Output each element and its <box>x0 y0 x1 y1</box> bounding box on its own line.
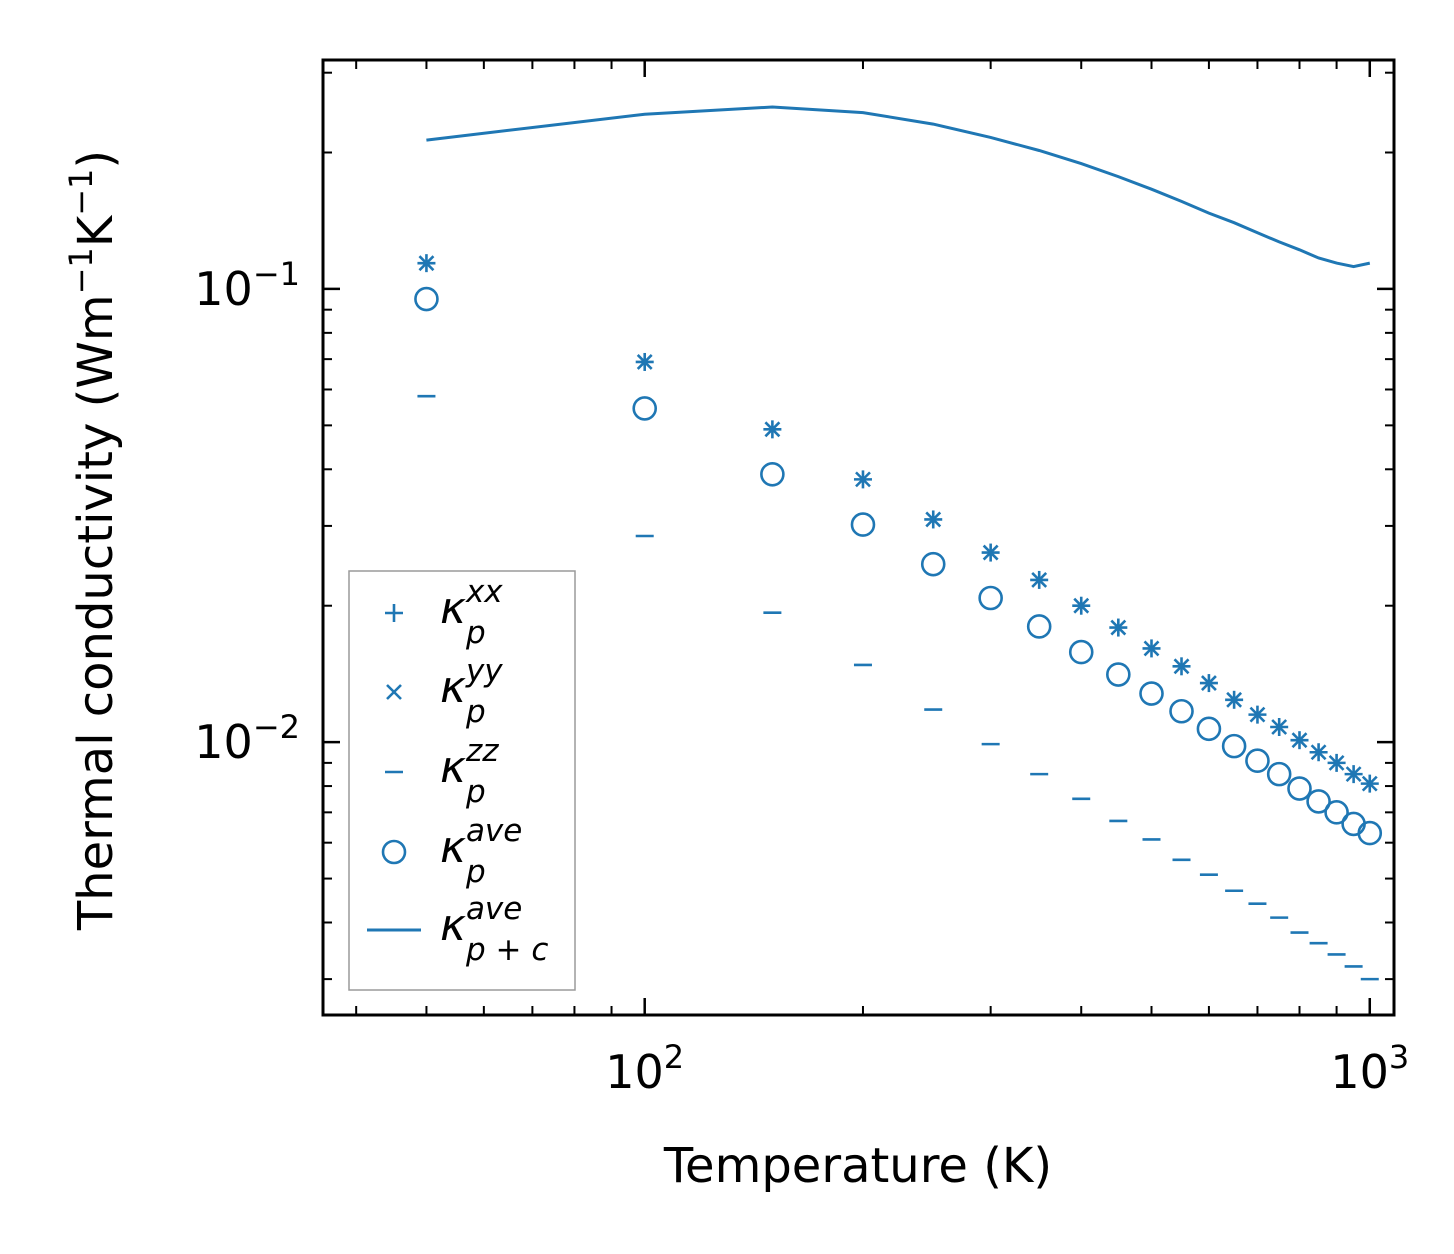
legend-marker-plus <box>385 604 403 622</box>
data-point-yy-350 <box>1031 572 1048 588</box>
data-point-yy-750 <box>1271 719 1288 735</box>
data-point-ave-650 <box>1221 733 1247 759</box>
legend-entry-ave: κave p + c <box>367 891 548 968</box>
data-point-yy-150 <box>764 421 781 438</box>
data-point-ave-400 <box>1068 639 1094 665</box>
data-point-ave-950 <box>1341 811 1366 837</box>
data-point-yy-500 <box>1143 640 1160 657</box>
data-point-ave-450 <box>1106 662 1131 687</box>
legend-marker-x <box>386 684 402 700</box>
series-ave <box>426 105 1371 269</box>
series-line-ave <box>426 105 1371 269</box>
plot-frame <box>321 58 1396 1017</box>
data-point-ave-250 <box>920 551 946 577</box>
data-point-yy-900 <box>1328 754 1345 771</box>
data-point-ave-200 <box>850 512 876 537</box>
legend-label: κave p + c <box>440 891 548 968</box>
series-zz <box>417 394 1379 981</box>
data-point-yy-200 <box>855 471 871 488</box>
series-yy <box>418 255 1378 792</box>
data-point-ave-500 <box>1139 681 1164 706</box>
legend-label: κave p <box>440 813 522 890</box>
data-point-yy-300 <box>982 544 999 561</box>
data-point-ave-100 <box>632 396 658 421</box>
x-tick-label: 103 <box>1330 1038 1409 1099</box>
series-ave <box>414 286 1383 846</box>
data-point-ave-900 <box>1324 800 1349 825</box>
data-point-yy-850 <box>1310 744 1327 761</box>
data-point-ave-800 <box>1287 776 1312 801</box>
major-ticks <box>323 60 1394 1015</box>
tick-labels: 102 103 10−1 10−2 <box>194 255 1409 1099</box>
data-point-ave-750 <box>1266 761 1292 787</box>
data-point-yy-700 <box>1249 706 1266 723</box>
data-point-ave-1000 <box>1357 820 1383 846</box>
legend-label: κyy p <box>440 653 503 730</box>
legend-marker-circle <box>381 839 407 865</box>
data-point-yy-600 <box>1200 675 1217 691</box>
data-point-yy-1000 <box>1361 775 1378 792</box>
data-point-yy-450 <box>1110 619 1127 636</box>
legend-label: κxx p <box>440 574 503 651</box>
data-point-yy-650 <box>1226 691 1243 708</box>
x-axis-label: Temperature (K) <box>663 1138 1052 1194</box>
data-point-ave-300 <box>978 585 1003 611</box>
y-tick-label: 10−2 <box>194 708 300 769</box>
data-point-ave-150 <box>760 461 785 487</box>
data-point-ave-700 <box>1245 748 1270 774</box>
data-point-yy-250 <box>925 511 942 528</box>
data-point-yy-100 <box>636 354 653 370</box>
legend-entry-xx: κxx p <box>385 574 503 651</box>
legend-label: κzz p <box>440 733 499 810</box>
data-point-yy-550 <box>1173 658 1190 675</box>
legend-entry-yy: κyy p <box>386 653 503 730</box>
data-point-yy-800 <box>1291 732 1308 749</box>
data-point-ave-550 <box>1169 698 1194 724</box>
data-point-yy-950 <box>1345 766 1362 783</box>
x-tick-label: 102 <box>605 1038 684 1099</box>
data-point-yy-50 <box>418 255 435 272</box>
y-tick-label: 10−1 <box>194 255 300 316</box>
data-point-ave-850 <box>1306 789 1331 814</box>
legend-entry-zz: κzz p <box>385 733 499 810</box>
y-axis-label: Thermal conductivity (Wm−1K−1) <box>62 150 124 931</box>
data-point-ave-50 <box>414 286 439 312</box>
legend-frame <box>348 570 576 991</box>
data-point-ave-350 <box>1026 614 1052 639</box>
data-point-ave-600 <box>1196 716 1222 742</box>
data-point-yy-400 <box>1073 597 1090 614</box>
legend-entry-ave: κave p <box>381 813 522 890</box>
plot-marks <box>414 105 1383 981</box>
